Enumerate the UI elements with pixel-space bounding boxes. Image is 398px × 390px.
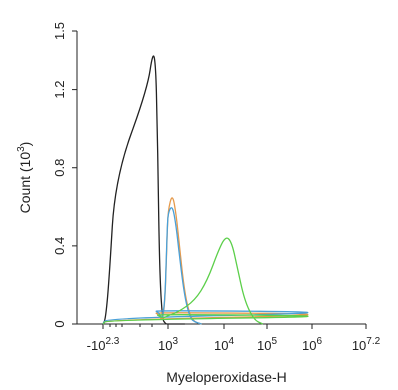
axes xyxy=(76,31,366,325)
y-tick-label: 0.8 xyxy=(52,159,67,177)
series-line-2 xyxy=(102,197,309,325)
x-ticks: -102.3 103 104 105 106 107.2 xyxy=(87,324,381,353)
y-axis-title-close: ) xyxy=(17,142,33,147)
x-tick-label: 105 xyxy=(257,336,277,353)
x-tick-label: 106 xyxy=(302,336,322,353)
series-line-3 xyxy=(102,207,309,325)
y-axis-title-sup: 3 xyxy=(16,146,27,152)
x-tick-label: -102.3 xyxy=(87,336,120,353)
y-axis-title: Count (103) xyxy=(16,142,33,214)
series-layer xyxy=(102,55,309,325)
y-tick-label: 0 xyxy=(52,320,67,327)
y-tick-label: 1.5 xyxy=(52,22,67,40)
y-tick-label: 0.4 xyxy=(52,237,67,255)
series-line-4 xyxy=(102,237,309,325)
y-ticks: 0 0.4 0.8 1.2 1.5 xyxy=(52,22,77,328)
x-axis-title: Myeloperoxidase-H xyxy=(166,369,287,385)
x-tick-label: 107.2 xyxy=(352,336,381,353)
x-tick-label: 103 xyxy=(158,336,178,353)
x-tick-label: 104 xyxy=(214,336,234,353)
series-line-1 xyxy=(102,55,185,325)
y-axis-title-main: Count (10 xyxy=(17,152,33,214)
y-tick-label: 1.2 xyxy=(52,81,67,99)
